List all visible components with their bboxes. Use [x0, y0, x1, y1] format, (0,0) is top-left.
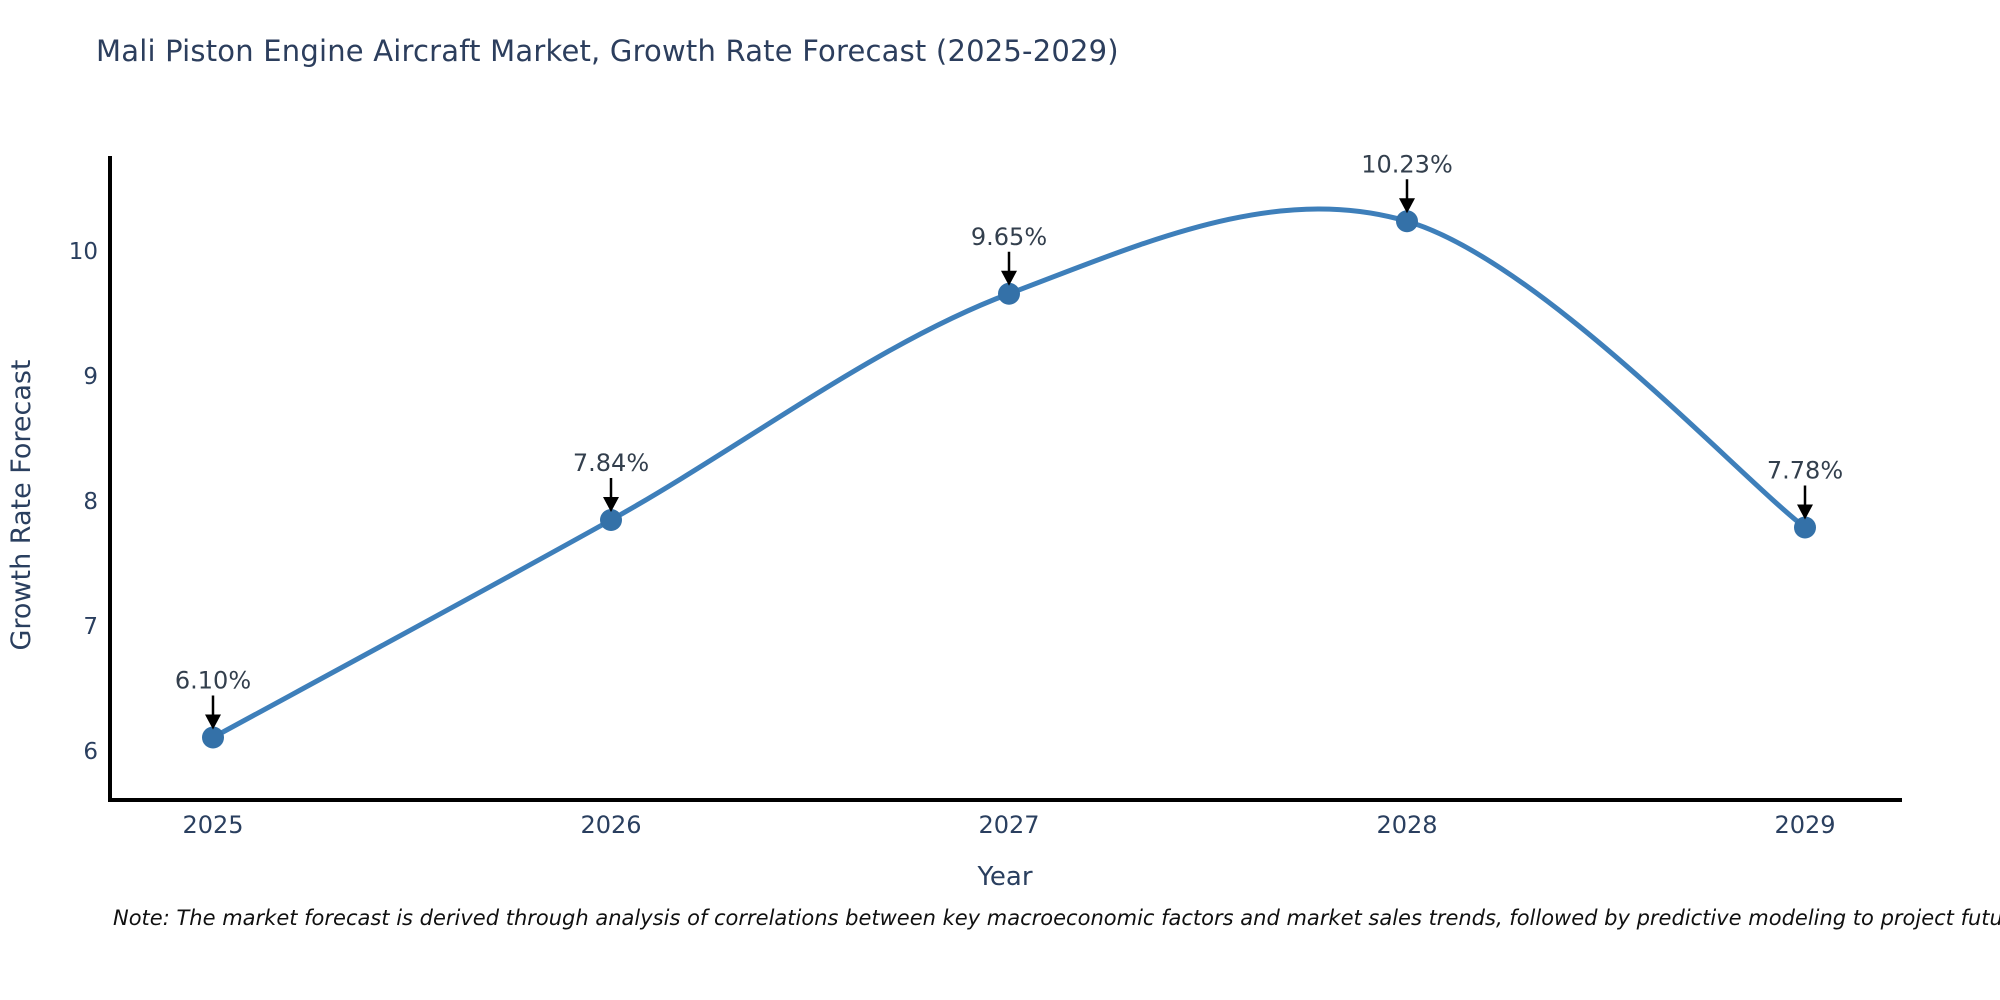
data-point-label: 10.23%: [1361, 150, 1453, 178]
data-point-label: 6.10%: [175, 667, 251, 695]
x-tick-label: 2025: [182, 811, 243, 839]
y-tick-label: 9: [83, 364, 98, 390]
annotation-arrowhead-icon: [1797, 504, 1813, 520]
data-point-label: 9.65%: [971, 223, 1047, 251]
x-axis-label: Year: [976, 862, 1032, 892]
annotation-arrowhead-icon: [1001, 270, 1017, 286]
data-point-label: 7.78%: [1767, 457, 1843, 485]
y-tick-label: 8: [83, 489, 98, 515]
data-point-marker: [1396, 210, 1418, 233]
data-point-marker: [202, 726, 224, 749]
annotation-arrowhead-icon: [1399, 198, 1415, 214]
data-point-marker: [600, 509, 622, 531]
y-axis-label: Growth Rate Forecast: [6, 359, 37, 650]
annotation-arrowhead-icon: [603, 497, 619, 512]
axis-spines: [108, 156, 1902, 802]
y-tick-label: 10: [69, 239, 98, 265]
y-tick-label: 7: [83, 614, 98, 640]
y-axis-ticks: 6 7 8 9 10: [69, 239, 98, 765]
annotation-arrowhead-icon: [205, 714, 221, 730]
y-tick-label: 6: [83, 739, 98, 765]
x-tick-label: 2029: [1774, 811, 1835, 839]
data-point-label: 7.84%: [573, 449, 649, 477]
x-tick-label: 2027: [978, 811, 1039, 839]
x-tick-label: 2028: [1376, 811, 1437, 839]
data-point-annotations: 6.10% 7.84% 9.65% 10.23% 7.78%: [175, 150, 1843, 730]
chart-title: Mali Piston Engine Aircraft Market, Grow…: [96, 34, 1119, 68]
x-tick-label: 2026: [580, 811, 641, 839]
data-point-marker: [1794, 516, 1816, 539]
forecast-series: [202, 206, 1816, 749]
data-point-marker: [998, 282, 1020, 305]
footnote: Note: The market forecast is derived thr…: [113, 906, 2000, 930]
x-axis-ticks: 2025 2026 2027 2028 2029: [182, 811, 1835, 839]
